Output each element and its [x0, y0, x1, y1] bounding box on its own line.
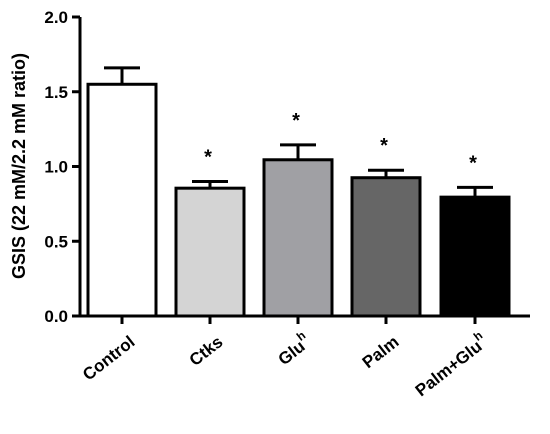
x-category-label-main: Palm+Glu — [412, 337, 486, 401]
significance-marker: * — [292, 110, 300, 132]
significance-marker: * — [469, 152, 477, 174]
significance-marker: * — [204, 146, 212, 168]
y-tick-label: 2.0 — [44, 8, 68, 27]
x-category-label-main: Ctks — [186, 332, 227, 370]
bars: * * * * — [86, 66, 511, 318]
x-category-label: Palm+Gluh — [409, 328, 492, 400]
x-category-label: Gluh — [272, 328, 315, 369]
bar — [439, 195, 511, 318]
x-category-label: Ctks — [186, 332, 227, 370]
y-axis-title: GSIS (22 mM/2.2 mM ratio) — [9, 53, 29, 279]
x-category-label-main: Control — [79, 332, 138, 384]
x-category-label-main: Palm — [359, 332, 403, 372]
bar — [262, 158, 334, 318]
bar — [350, 176, 422, 318]
y-tick-label: 1.5 — [44, 83, 68, 102]
y-tick-label: 0.0 — [44, 307, 68, 326]
bar — [174, 186, 246, 318]
y-tick-label: 1.0 — [44, 158, 68, 177]
bar — [86, 82, 158, 318]
x-category-label: Control — [79, 332, 138, 384]
y-tick-label: 0.5 — [44, 232, 68, 251]
significance-marker: * — [380, 135, 388, 157]
x-category-label: Palm — [359, 332, 403, 372]
